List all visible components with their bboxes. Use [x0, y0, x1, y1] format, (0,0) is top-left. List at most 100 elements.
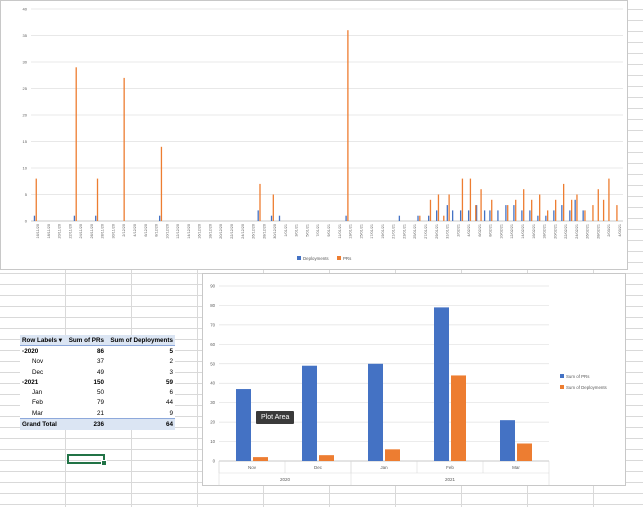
x-tick-label: 18/12/20: [208, 224, 212, 239]
grand-total-prs[interactable]: 236: [65, 418, 107, 430]
x-tick-label: 24/11/20: [79, 224, 83, 239]
x-tick-label: 24/02/21: [575, 224, 579, 239]
x-tick-label: 17/01/21: [370, 224, 374, 239]
deployments-bar: [553, 210, 555, 221]
pivot-row[interactable]: Mar 21 9: [20, 408, 175, 419]
grand-total-label[interactable]: Grand Total: [20, 418, 66, 430]
prs-value[interactable]: 79: [97, 399, 105, 407]
row-labels-header[interactable]: Row Labels ▾: [20, 335, 66, 347]
category-label: Feb: [446, 465, 454, 470]
row-label[interactable]: Mar: [32, 409, 43, 417]
prs-bar: [480, 189, 482, 221]
x-tick-label: 22/11/20: [68, 224, 72, 239]
prs-value[interactable]: 37: [97, 358, 105, 366]
deployments-bar: [95, 215, 97, 221]
row-label[interactable]: Feb: [32, 399, 43, 407]
prs-bar: [461, 178, 464, 221]
y-tick-label: 20: [210, 420, 215, 425]
x-tick-label: 14/02/21: [521, 224, 525, 239]
deployments-value[interactable]: 3: [169, 368, 173, 376]
prs-bar: [236, 389, 251, 461]
x-tick-label: 11/01/21: [338, 224, 342, 239]
x-tick-label: 22/12/20: [230, 224, 234, 239]
group-label: 2021: [445, 477, 456, 482]
deployments-bar: [489, 210, 491, 221]
x-tick-label: 30/12/20: [273, 224, 277, 239]
prs-value[interactable]: 49: [97, 368, 105, 376]
legend-label: Sum of PRs: [566, 374, 590, 379]
prs-value[interactable]: 86: [97, 347, 105, 355]
y-tick-label: 30: [23, 60, 28, 65]
legend-label: Sum of Deployments: [566, 385, 608, 390]
pivot-header-row: Row Labels ▾ Sum of PRs Sum of Deployments: [20, 335, 175, 347]
prs-bar: [368, 363, 383, 461]
daily-activity-chart-svg: 0 5 10 15 20 25 30 35 40 16/11/20 18/11/20 20/11/20…: [23, 7, 623, 261]
deployments-bar: [475, 205, 478, 221]
x-tick-label: 7/01/21: [316, 224, 320, 237]
legend-swatch-prs: [337, 256, 341, 260]
prs-value[interactable]: 50: [97, 389, 105, 397]
deployments-value[interactable]: 44: [165, 399, 173, 407]
pivot-row[interactable]: Feb 79 44: [20, 398, 175, 408]
deployments-bar: [505, 205, 507, 221]
x-tick-label: 6/02/21: [478, 224, 482, 237]
deployments-value[interactable]: 9: [169, 409, 173, 417]
deployments-bar: [529, 210, 531, 221]
prs-value[interactable]: 150: [93, 378, 105, 386]
x-tick-label: 3/01/21: [295, 224, 299, 237]
pivot-row[interactable]: Jan 50 6: [20, 387, 175, 397]
sum-prs-header[interactable]: Sum of PRs: [65, 335, 107, 347]
deployments-bar: [582, 210, 584, 221]
y-tick-label: 10: [210, 439, 215, 444]
daily-activity-chart[interactable]: 0 5 10 15 20 25 30 35 40 16/11/20 18/11/20 20/11/20…: [0, 0, 628, 270]
prs-value[interactable]: 21: [97, 409, 105, 417]
legend-prs: PRs: [343, 256, 352, 261]
pivot-table[interactable]: Row Labels ▾ Sum of PRs Sum of Deployments…: [20, 335, 175, 430]
x-tick-label: 20/11/20: [58, 224, 62, 239]
deployments-bar: [467, 210, 470, 221]
x-tick-label: 20/02/21: [553, 224, 557, 239]
deployments-bar: [417, 215, 419, 221]
prs-bar: [563, 183, 565, 221]
prs-bar: [592, 205, 594, 221]
deployments-bar: [436, 210, 438, 221]
pivot-row[interactable]: ▫2021 150 59: [20, 377, 175, 387]
row-label[interactable]: ▫2020: [22, 347, 39, 355]
x-tick-label: 26/12/20: [252, 224, 256, 239]
pivot-row[interactable]: ▫2020 86 5: [20, 346, 175, 357]
pivot-chart[interactable]: 0 10 20 30 40 50 60 70 80 90 Nov Dec Jan Feb Mar 2020 20…: [202, 273, 626, 486]
x-tick-label: 4/03/21: [618, 224, 622, 237]
prs-bar: [555, 199, 557, 221]
deployments-bar: [158, 215, 161, 221]
deployments-bar: [270, 215, 273, 221]
x-tick-label: 18/11/20: [47, 224, 51, 239]
deployments-value[interactable]: 2: [169, 358, 173, 366]
y-tick-label: 0: [25, 219, 28, 224]
x-tick-label: 14/12/20: [187, 224, 191, 239]
row-label[interactable]: ▫2021: [22, 378, 39, 386]
prs-bar: [160, 146, 163, 221]
row-label[interactable]: Jan: [32, 389, 43, 397]
deployments-value[interactable]: 6: [169, 389, 173, 397]
deployments-value[interactable]: 59: [165, 378, 173, 386]
row-label[interactable]: Nov: [32, 358, 44, 366]
x-tick-label: 16/11/20: [36, 224, 40, 239]
deployments-bar: [257, 210, 259, 221]
prs-bar: [570, 199, 573, 221]
prs-bar: [434, 307, 449, 461]
row-label[interactable]: Dec: [32, 368, 44, 376]
prs-bar: [616, 205, 618, 221]
x-tick-label: 18/02/21: [543, 224, 547, 239]
pivot-row[interactable]: Dec 49 3: [20, 367, 175, 377]
prs-bar: [75, 67, 77, 221]
active-cell[interactable]: [67, 454, 107, 466]
pivot-row[interactable]: Nov 37 2: [20, 357, 175, 367]
x-tick-label: 26/11/20: [90, 224, 94, 239]
x-tick-label: 28/11/20: [101, 224, 105, 239]
deployments-value[interactable]: 5: [169, 347, 173, 355]
prs-bar: [608, 178, 610, 221]
grand-total-deployments[interactable]: 64: [106, 418, 175, 430]
sum-deployments-header[interactable]: Sum of Deployments: [106, 335, 175, 347]
x-tick-label: 8/12/20: [155, 224, 159, 237]
y-tick-label: 10: [23, 166, 28, 171]
